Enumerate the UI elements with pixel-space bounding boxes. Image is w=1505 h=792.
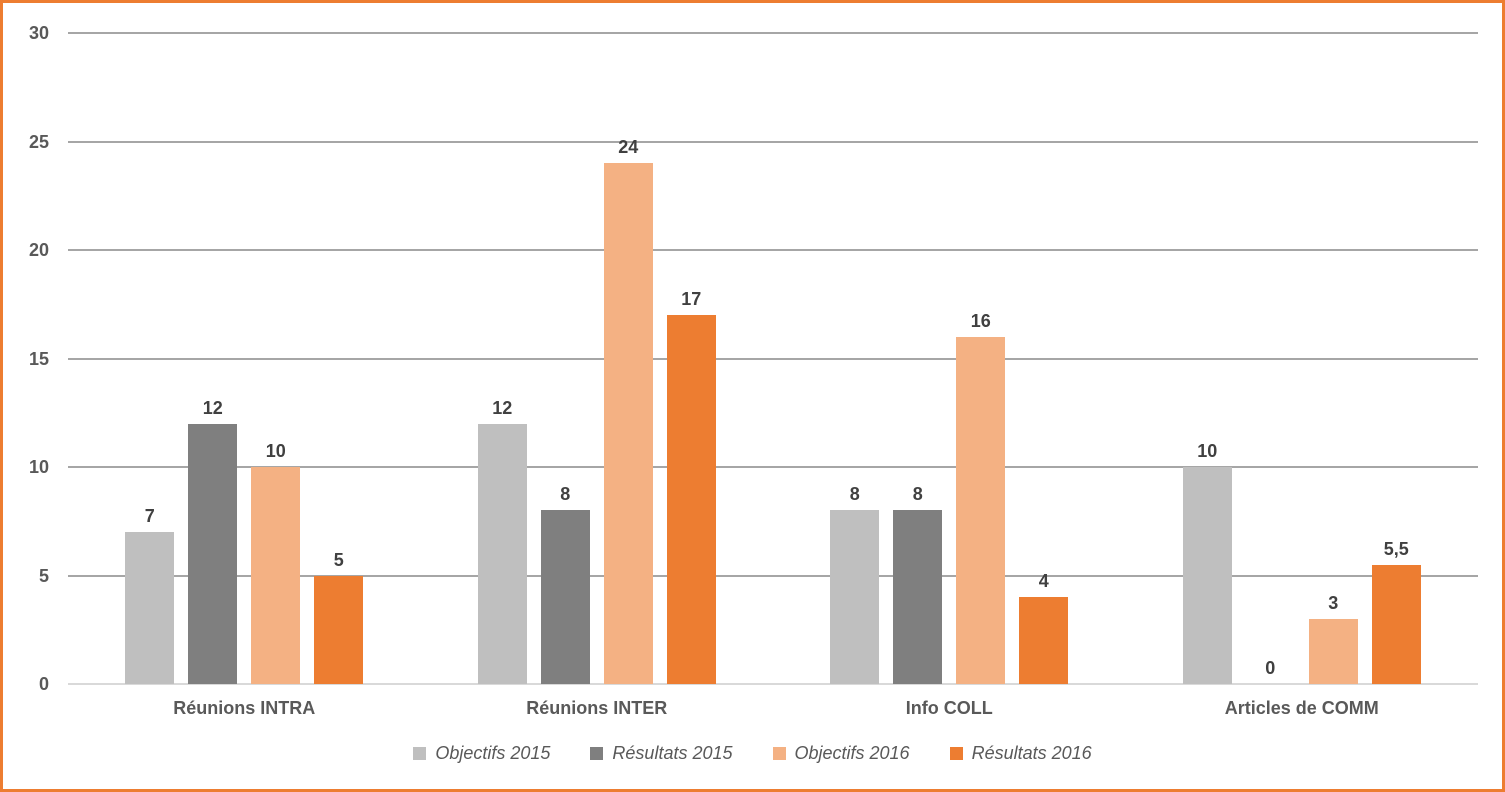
x-axis-baseline bbox=[68, 683, 1478, 685]
bar-value-label: 8 bbox=[560, 484, 571, 505]
bar-value-label: 0 bbox=[1265, 658, 1276, 678]
bar-value-label: 12 bbox=[202, 397, 223, 418]
legend-marker-icon bbox=[949, 747, 963, 760]
bar-value-label: 8 bbox=[849, 484, 860, 505]
bar-value-label: 10 bbox=[1197, 441, 1218, 461]
category-label: Articles de COMM bbox=[1224, 698, 1379, 718]
bar-group: 7 12 10 5 Réunions INTRA bbox=[68, 33, 421, 718]
bar: 8 bbox=[830, 484, 880, 684]
gridline bbox=[68, 357, 1478, 360]
bar-value-label: 10 bbox=[265, 441, 286, 461]
bar: 12 bbox=[477, 398, 527, 684]
bar: 4 bbox=[1019, 571, 1069, 684]
bar-value-label: 4 bbox=[1038, 571, 1049, 592]
legend-label: Objectifs 2015 bbox=[435, 743, 551, 763]
category-label: Info COLL bbox=[905, 698, 993, 718]
bar: 5 bbox=[314, 550, 364, 684]
y-tick-label: 25 bbox=[28, 131, 49, 152]
bar-value-label: 16 bbox=[970, 310, 991, 331]
legend-label: Objectifs 2016 bbox=[794, 743, 910, 763]
legend-marker-icon bbox=[413, 747, 427, 760]
legend-label: Résultats 2016 bbox=[971, 743, 1092, 763]
bar: 8 bbox=[893, 484, 943, 684]
gridline bbox=[68, 32, 1478, 34]
legend-label: Résultats 2015 bbox=[612, 743, 733, 763]
bar: 12 bbox=[188, 398, 238, 684]
bar: 10 bbox=[1182, 441, 1232, 684]
bar: 16 bbox=[956, 311, 1006, 684]
gridline bbox=[68, 574, 1478, 577]
plot-area: 7 12 10 5 Réunions INTRA 12 8 24 17 Réunions INTE… bbox=[68, 32, 1479, 718]
bar: 8 bbox=[540, 484, 590, 684]
bar: 10 bbox=[251, 441, 301, 684]
bar-group: 10 0 3 5,5 Articles de COMM bbox=[1126, 33, 1479, 718]
y-tick-label: 15 bbox=[28, 348, 49, 369]
category-label: Réunions INTRA bbox=[173, 698, 316, 718]
bar-value-label: 5,5 bbox=[1383, 538, 1409, 559]
bar-value-label: 17 bbox=[681, 289, 702, 310]
bar-group: 12 8 24 17 Réunions INTER bbox=[421, 33, 774, 718]
legend-item-objectifs-2016: Objectifs 2016 bbox=[772, 743, 910, 764]
category-label: Réunions INTER bbox=[526, 698, 668, 718]
bar: 24 bbox=[603, 137, 653, 684]
bar-value-label: 5 bbox=[333, 549, 344, 570]
y-tick-label: 20 bbox=[28, 240, 49, 260]
gridline bbox=[68, 466, 1478, 468]
y-tick-label: 0 bbox=[38, 674, 49, 694]
bar-value-label: 24 bbox=[618, 137, 639, 158]
bar-value-label: 3 bbox=[1328, 592, 1339, 613]
legend-item-objectifs-2015: Objectifs 2015 bbox=[413, 743, 550, 764]
legend-item-resultats-2016: Résultats 2016 bbox=[949, 743, 1092, 764]
legend: Objectifs 2015 Résultats 2015 Objectifs … bbox=[3, 743, 1502, 764]
legend-marker-icon bbox=[772, 747, 786, 760]
bar: 5,5 bbox=[1371, 539, 1421, 684]
bar-value-label: 12 bbox=[492, 397, 513, 418]
y-tick-label: 10 bbox=[28, 457, 49, 477]
legend-marker-icon bbox=[590, 747, 604, 760]
y-tick-label: 30 bbox=[28, 23, 49, 43]
gridline bbox=[68, 140, 1478, 143]
bar: 17 bbox=[666, 289, 716, 684]
bar-group: 8 8 16 4 Info COLL bbox=[773, 33, 1126, 718]
bar-value-label: 7 bbox=[144, 506, 155, 527]
gridline bbox=[68, 249, 1478, 251]
bar: 7 bbox=[125, 506, 175, 684]
y-tick-label: 5 bbox=[38, 565, 49, 586]
bar: 3 bbox=[1308, 593, 1358, 684]
legend-item-resultats-2015: Résultats 2015 bbox=[590, 743, 733, 764]
bar-value-label: 8 bbox=[912, 484, 923, 505]
